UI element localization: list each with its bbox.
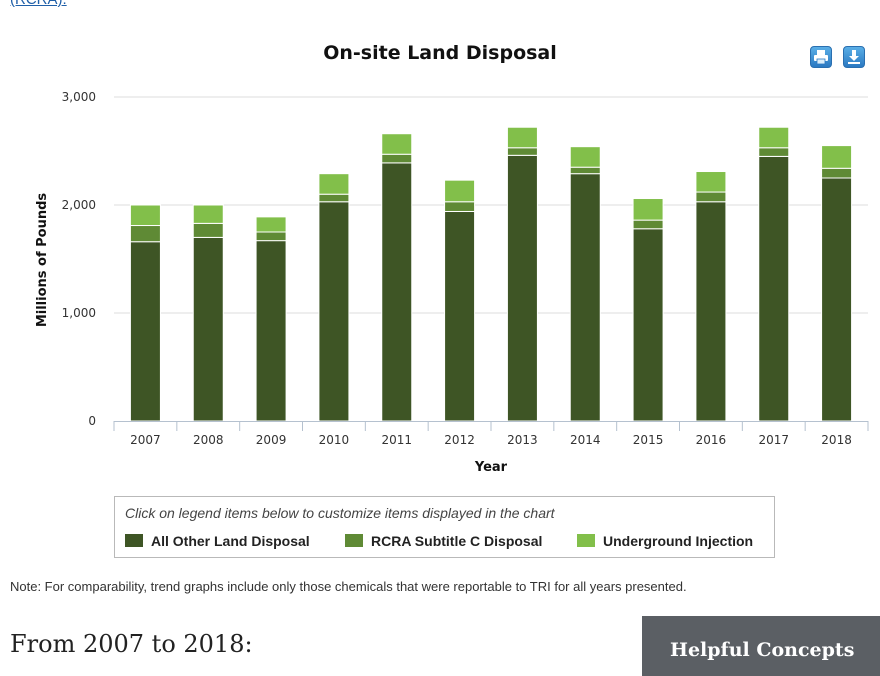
x-tick-label: 2015 <box>633 433 664 447</box>
legend-swatch <box>577 534 595 547</box>
chart-axes: 0 1,000 2,000 3,000 2007 2008 2009 2010 2011 2012… <box>62 90 869 447</box>
legend-swatch <box>345 534 363 547</box>
bar-underground-injection-2016 <box>695 171 727 193</box>
bar-underground-injection-2009 <box>255 216 287 233</box>
legend-item-all-other-land-disposal[interactable]: All Other Land Disposal <box>125 533 310 549</box>
bar-underground-injection-2010 <box>318 173 350 195</box>
chart-gridlines <box>114 96 868 314</box>
x-tick-label: 2012 <box>444 433 475 447</box>
x-tick-label: 2010 <box>319 433 350 447</box>
bar-rcra-subtitle-c-disposal-2007 <box>129 225 161 243</box>
x-tick-label: 2008 <box>193 433 224 447</box>
y-axis-label: Millions of Pounds <box>35 193 50 328</box>
bar-rcra-subtitle-c-disposal-2014 <box>569 166 601 175</box>
bar-underground-injection-2013 <box>506 126 538 149</box>
bar-underground-injection-2015 <box>632 198 664 221</box>
bar-all-other-land-disposal-2014 <box>569 173 601 422</box>
legend-item-underground-injection[interactable]: Underground Injection <box>577 533 753 549</box>
x-axis-label: Year <box>474 460 508 475</box>
legend-hint: Click on legend items below to customize… <box>125 505 555 521</box>
bar-all-other-land-disposal-2017 <box>758 155 790 422</box>
bar-all-other-land-disposal-2018 <box>821 177 853 422</box>
legend-label: Underground Injection <box>603 533 754 549</box>
section-heading: From 2007 to 2018: <box>10 630 253 658</box>
bar-rcra-subtitle-c-disposal-2012 <box>444 201 476 212</box>
printer-icon <box>814 50 828 65</box>
legend-item-rcra-subtitle-c-disposal[interactable]: RCRA Subtitle C Disposal <box>345 533 542 549</box>
bar-underground-injection-2008 <box>192 204 224 224</box>
chart-bars <box>129 126 853 422</box>
bar-all-other-land-disposal-2007 <box>129 241 161 422</box>
download-icon <box>848 50 860 64</box>
legend-label: All Other Land Disposal <box>151 533 310 549</box>
legend-label: RCRA Subtitle C Disposal <box>371 533 543 549</box>
x-tick-label: 2016 <box>696 433 727 447</box>
y-tick-label: 0 <box>88 414 96 428</box>
bar-rcra-subtitle-c-disposal-2011 <box>381 153 413 164</box>
bar-all-other-land-disposal-2015 <box>632 228 664 422</box>
print-button[interactable] <box>810 46 832 68</box>
download-button[interactable] <box>843 46 865 68</box>
bar-rcra-subtitle-c-disposal-2009 <box>255 231 287 242</box>
bar-underground-injection-2014 <box>569 146 601 168</box>
bar-rcra-subtitle-c-disposal-2015 <box>632 219 664 230</box>
bar-rcra-subtitle-c-disposal-2018 <box>821 167 853 179</box>
x-tick-label: 2009 <box>256 433 287 447</box>
bar-underground-injection-2018 <box>821 145 853 169</box>
bar-all-other-land-disposal-2009 <box>255 240 287 422</box>
chart-legend: Click on legend items below to customize… <box>114 496 775 558</box>
bar-underground-injection-2011 <box>381 133 413 155</box>
helpful-concepts-panel: Helpful Concepts <box>642 616 880 676</box>
helpful-concepts-title[interactable]: Helpful Concepts <box>670 639 855 661</box>
bar-all-other-land-disposal-2010 <box>318 201 350 422</box>
x-tick-label: 2018 <box>821 433 852 447</box>
x-tick-label: 2011 <box>381 433 412 447</box>
chart-title: On-site Land Disposal <box>323 42 557 64</box>
chart-plot: 0 1,000 2,000 3,000 2007 2008 2009 2010 2011 2012… <box>35 90 869 475</box>
bar-rcra-subtitle-c-disposal-2010 <box>318 193 350 203</box>
bar-underground-injection-2007 <box>129 204 161 227</box>
bar-underground-injection-2017 <box>758 126 790 149</box>
bar-all-other-land-disposal-2013 <box>506 154 538 422</box>
bar-all-other-land-disposal-2012 <box>444 210 476 422</box>
bar-rcra-subtitle-c-disposal-2016 <box>695 191 727 203</box>
y-tick-label: 2,000 <box>62 198 96 212</box>
y-tick-label: 3,000 <box>62 90 96 104</box>
bar-all-other-land-disposal-2016 <box>695 201 727 422</box>
x-tick-label: 2014 <box>570 433 601 447</box>
bar-rcra-subtitle-c-disposal-2017 <box>758 147 790 157</box>
comparability-note: Note: For comparability, trend graphs in… <box>10 579 687 594</box>
y-tick-label: 1,000 <box>62 306 96 320</box>
x-tick-label: 2017 <box>758 433 789 447</box>
rcra-link[interactable]: (RCRA). <box>10 0 67 8</box>
bar-all-other-land-disposal-2011 <box>381 162 413 422</box>
legend-swatch <box>125 534 143 547</box>
bar-all-other-land-disposal-2008 <box>192 236 224 422</box>
x-tick-label: 2013 <box>507 433 538 447</box>
bar-rcra-subtitle-c-disposal-2008 <box>192 222 224 238</box>
x-tick-label: 2007 <box>130 433 161 447</box>
bar-underground-injection-2012 <box>444 179 476 203</box>
bar-rcra-subtitle-c-disposal-2013 <box>506 147 538 156</box>
